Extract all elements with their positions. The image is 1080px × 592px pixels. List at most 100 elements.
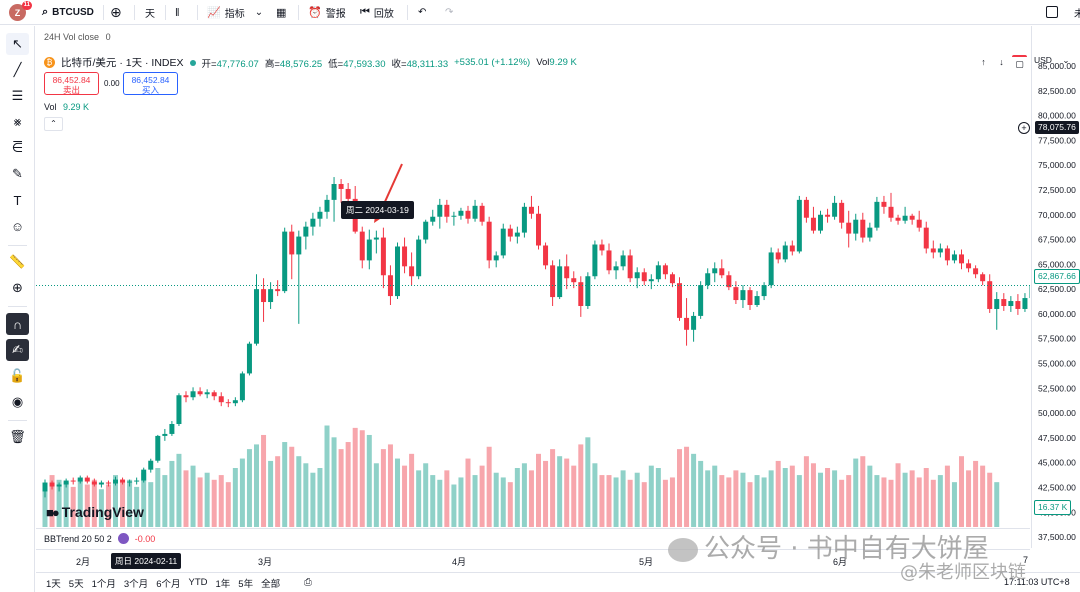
buy-button[interactable]: 86,452.84 买入 bbox=[123, 72, 178, 95]
undo-button[interactable]: ↶ bbox=[418, 0, 426, 25]
fullscreen-icon[interactable] bbox=[1046, 6, 1058, 18]
add-alert-icon[interactable]: + bbox=[1018, 122, 1030, 134]
candle-body bbox=[966, 263, 972, 269]
volume-bar bbox=[63, 482, 69, 527]
candle-body bbox=[232, 400, 238, 404]
fib-retracement-icon[interactable]: ☰ bbox=[11, 88, 24, 103]
grid-icon: ▦ bbox=[276, 7, 287, 19]
candle-body bbox=[254, 289, 259, 344]
candle-body bbox=[162, 433, 168, 436]
price-axis[interactable]: 85,000.00 82,500.00 80,000.00 77,500.00 75,0… bbox=[1031, 26, 1080, 548]
chart-type-button[interactable]: ‖ bbox=[175, 0, 184, 25]
bottom-toolbar: 1天 5天 1个月 3个月 6个月 YTD 1年 5年 全部 ⎙ bbox=[36, 572, 1080, 592]
eye-icon[interactable]: ◉ bbox=[11, 394, 24, 409]
price-tick-label: 60,000.00 bbox=[1038, 309, 1076, 319]
user-avatar[interactable]: Z 11 bbox=[9, 1, 32, 21]
ruler-icon[interactable]: 📏 bbox=[9, 254, 26, 269]
candle-body bbox=[818, 214, 823, 231]
time-axis[interactable]: 2月 3月 4月 5月 6月 7 bbox=[36, 549, 1030, 569]
close-value: 48,311.33 bbox=[406, 58, 449, 70]
volume-bar bbox=[479, 465, 485, 527]
candle-body bbox=[472, 205, 478, 219]
alert-button[interactable]: ⏰ 警报 bbox=[308, 0, 346, 25]
text-icon[interactable]: T bbox=[13, 192, 22, 208]
redo-button[interactable]: ↷ bbox=[445, 0, 453, 25]
projection-icon[interactable]: ⋶ bbox=[11, 140, 24, 155]
candle-body bbox=[416, 239, 422, 277]
volume-bar bbox=[155, 468, 161, 527]
range-1y-button[interactable]: 1年 bbox=[215, 578, 231, 590]
time-label: 2月 bbox=[76, 557, 91, 567]
candle-body bbox=[70, 480, 76, 482]
range-1d-button[interactable]: 1天 bbox=[46, 578, 61, 590]
tradingview-logo[interactable]: ■● TradingView bbox=[46, 504, 144, 520]
volume-legend[interactable]: Vol 9.29 K bbox=[44, 102, 89, 112]
candle-body bbox=[606, 250, 612, 271]
indicator-settings-icon[interactable] bbox=[117, 533, 129, 544]
maximize-pane-icon[interactable]: ▢ bbox=[1012, 55, 1027, 69]
zoom-in-icon[interactable]: ⊕ bbox=[12, 280, 23, 295]
indicator-value: 0 bbox=[105, 32, 111, 42]
ohlc-legend: ₿ 比特币/美元 · 1天 · INDEX 开=47,776.07 高=48,5… bbox=[44, 55, 577, 70]
candle-body bbox=[754, 296, 760, 306]
volume-bar bbox=[973, 460, 979, 527]
magnet-icon[interactable]: ∩ bbox=[6, 313, 29, 335]
interval-button[interactable]: 天 bbox=[145, 0, 155, 25]
stay-drawing-icon[interactable]: ✍ bbox=[6, 339, 29, 361]
candle-body bbox=[282, 231, 288, 292]
volume-bar bbox=[578, 444, 584, 527]
crosshair-price-tag: 78,075.76 bbox=[1035, 121, 1079, 134]
indicators-button[interactable]: 📈 指标 ⌄ bbox=[207, 0, 263, 25]
range-1m-button[interactable]: 1个月 bbox=[91, 578, 116, 590]
range-all-button[interactable]: 全部 bbox=[261, 578, 281, 590]
emoji-icon[interactable]: ☺ bbox=[10, 218, 25, 234]
range-3m-button[interactable]: 3个月 bbox=[123, 578, 149, 590]
vol-indicator-legend[interactable]: 24H Vol close 0 bbox=[44, 32, 111, 42]
compare-button[interactable]: ⊕ bbox=[110, 0, 126, 25]
buy-label: 买入 bbox=[141, 85, 159, 95]
symbol-search-button[interactable]: ⌕ BTCUSD bbox=[42, 0, 94, 25]
arrow-up-icon[interactable]: ↑ bbox=[981, 57, 986, 67]
pattern-icon[interactable]: ⨳ bbox=[13, 114, 22, 129]
goto-date-icon[interactable]: ⎙ bbox=[304, 577, 312, 588]
currency-selector[interactable]: USD ⌄ bbox=[1034, 55, 1069, 66]
candle-body bbox=[662, 265, 668, 275]
candle-body bbox=[803, 199, 809, 218]
arrow-down-icon[interactable]: ↓ bbox=[999, 57, 1004, 67]
volume-bar bbox=[239, 458, 245, 527]
range-5y-button[interactable]: 5年 bbox=[238, 578, 254, 590]
layouts-button[interactable]: ▦ bbox=[276, 0, 290, 25]
candle-body bbox=[134, 480, 140, 482]
volume-bar bbox=[310, 472, 316, 527]
candle-body bbox=[698, 285, 704, 316]
trend-line-icon[interactable]: ╱ bbox=[13, 62, 22, 77]
range-6m-button[interactable]: 6个月 bbox=[156, 578, 181, 590]
candle-body bbox=[592, 244, 598, 277]
candle-body bbox=[500, 228, 506, 256]
volume-bar bbox=[91, 479, 97, 527]
brush-icon[interactable]: ✎ bbox=[12, 166, 23, 181]
volume-bar bbox=[648, 465, 654, 527]
candle-body bbox=[423, 221, 429, 240]
range-5d-button[interactable]: 5天 bbox=[68, 578, 84, 590]
volume-bar bbox=[768, 470, 774, 527]
replay-button[interactable]: ⏮ 回放 bbox=[360, 0, 394, 25]
lock-icon[interactable]: 🔓 bbox=[9, 368, 26, 383]
truncated-label: 未 bbox=[1074, 9, 1080, 20]
volume-bar bbox=[317, 468, 323, 527]
collapse-legend-button[interactable]: ⌃ bbox=[44, 117, 63, 131]
bbtrend-pane[interactable]: BBTrend 20 50 2 -0.00 bbox=[36, 528, 1030, 548]
range-ytd-button[interactable]: YTD bbox=[188, 577, 208, 588]
chart-pane[interactable] bbox=[36, 26, 1030, 527]
volume-bar bbox=[430, 475, 436, 527]
candle-body bbox=[669, 274, 675, 284]
trash-icon[interactable]: 🗑 bbox=[9, 429, 26, 444]
clock[interactable]: 17:11:03 UTC+8 bbox=[1004, 577, 1070, 587]
candle-body bbox=[430, 216, 436, 222]
candle-body bbox=[599, 244, 605, 251]
last-volume-tag: 16.37 K bbox=[1034, 500, 1072, 515]
candle-body bbox=[867, 227, 873, 238]
cursor-tool-icon[interactable]: ↖ bbox=[6, 33, 29, 55]
alarm-icon: ⏰ bbox=[308, 7, 322, 19]
sell-button[interactable]: 86,452.84 卖出 bbox=[44, 72, 99, 95]
